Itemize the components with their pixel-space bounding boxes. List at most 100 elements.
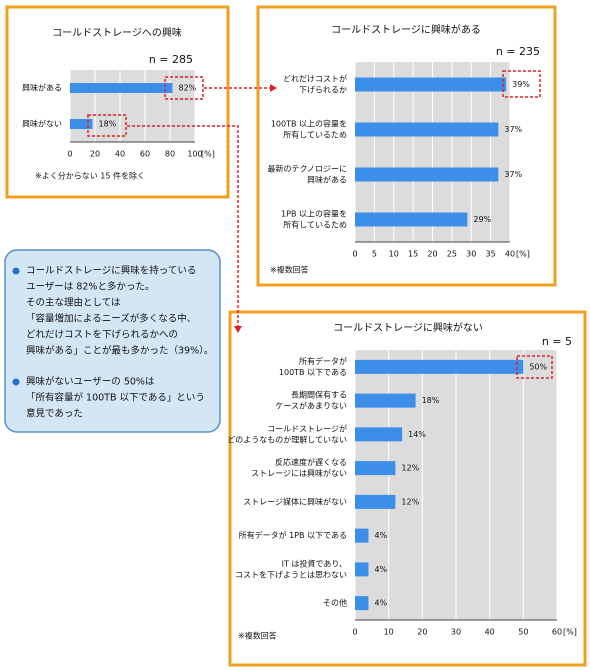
- bar: [355, 528, 369, 543]
- sample-size: n = 5: [542, 335, 572, 348]
- x-tick-label: 60: [552, 628, 562, 637]
- x-tick-label: 50: [518, 628, 528, 637]
- callout-text: 「所有容量が 100TB 以下である」という: [26, 392, 205, 404]
- sample-size: n = 235: [496, 45, 540, 58]
- x-tick-label: 10: [384, 628, 394, 637]
- value-label: 18%: [422, 396, 440, 405]
- chart-title: コールドストレージに興味がある: [331, 23, 481, 36]
- category-label: 興味がある: [307, 175, 347, 185]
- category-label: どれだけコストが: [283, 74, 347, 84]
- value-label: 37%: [504, 170, 522, 179]
- value-label: 12%: [401, 497, 419, 506]
- category-label: 長期間保有する: [291, 390, 347, 400]
- category-label: コールドストレージが: [267, 423, 347, 433]
- x-tick-label: 80: [165, 150, 175, 159]
- category-label: 最新のテクノロジーに: [267, 164, 347, 174]
- bar: [355, 393, 416, 408]
- category-label: 100TB 以下である: [279, 368, 347, 377]
- bar: [70, 119, 93, 129]
- value-label: 39%: [512, 80, 530, 89]
- x-tick-label: 20: [417, 628, 427, 637]
- callout-box: [4, 249, 221, 433]
- x-tick-label: 60: [140, 150, 150, 159]
- x-tick-label: 100: [187, 150, 202, 159]
- x-tick-label: 35: [486, 250, 496, 259]
- bar: [355, 562, 369, 577]
- value-label: 12%: [401, 464, 419, 473]
- bar: [355, 596, 369, 611]
- callout-text: その主な理由としては: [26, 297, 121, 309]
- sample-size: n = 285: [149, 53, 193, 66]
- x-unit: [%]: [516, 250, 530, 259]
- arrow-head: [270, 84, 277, 92]
- category-label: 所有しているため: [283, 130, 347, 140]
- callout-text: どれだけコストを下げられるかへの: [26, 330, 178, 341]
- plot-area: [70, 70, 195, 142]
- arrow-head: [234, 326, 242, 333]
- category-label: 興味がない: [22, 119, 62, 129]
- value-label: 18%: [99, 120, 117, 129]
- bar: [355, 359, 524, 374]
- value-label: 37%: [504, 125, 522, 134]
- footnote: ※よく分からない 15 件を除く: [35, 171, 145, 181]
- footnote: ※複数回答: [270, 265, 309, 275]
- category-label: 所有データが: [299, 356, 347, 366]
- arrow: [127, 125, 239, 326]
- charts: コールドストレージへの興味 n = 285 ※よく分からない 15 件を除く 0 20 4…: [22, 23, 577, 641]
- footnote: ※複数回答: [238, 631, 277, 641]
- category-label: どのようなものか理解していない: [227, 434, 347, 444]
- x-tick-label: 40: [485, 628, 495, 637]
- category-label: ストレージには興味がない: [251, 468, 347, 478]
- highlight-box: [502, 70, 541, 98]
- x-tick-label: 10: [389, 250, 399, 259]
- value-label: 82%: [179, 84, 197, 93]
- category-label: ストレージ媒体に興味がない: [243, 496, 347, 506]
- value-label: 4%: [374, 531, 387, 540]
- value-label: 14%: [408, 430, 426, 439]
- x-unit: [%]: [201, 150, 215, 159]
- bar: [355, 122, 499, 137]
- value-label: 4%: [374, 599, 387, 608]
- value-label: 50%: [529, 362, 547, 371]
- x-tick-label: 25: [447, 250, 457, 259]
- bar: [355, 461, 396, 476]
- category-label: 所有データが 1PB 以下である: [239, 530, 347, 540]
- x-tick-label: 40: [115, 150, 125, 159]
- x-tick-label: 0: [67, 150, 72, 159]
- bar: [355, 494, 396, 509]
- callout-text: 「容量増加によるニーズが多くなる中、: [26, 313, 196, 325]
- x-tick-label: 20: [90, 150, 100, 159]
- chart-title: コールドストレージへの興味: [52, 27, 182, 39]
- category-label: 所有しているため: [283, 220, 347, 230]
- category-label: コストを下げようとは思わない: [235, 570, 347, 579]
- x-tick-label: 20: [427, 250, 437, 259]
- bar: [355, 77, 507, 92]
- callout-text: 興味がないユーザーの 50%は: [26, 376, 155, 388]
- category-label: 反応速度が遅くなる: [275, 457, 347, 467]
- x-tick-label: 30: [466, 250, 476, 259]
- category-label: 100TB 以上の容量を: [271, 119, 347, 129]
- category-label: 興味がある: [22, 83, 62, 93]
- x-tick-label: 30: [451, 628, 461, 637]
- value-label: 4%: [374, 565, 387, 574]
- category-label: ケースがあまりない: [275, 401, 347, 411]
- highlight-box: [516, 355, 553, 379]
- bar: [355, 212, 468, 227]
- x-tick-label: 0: [352, 628, 357, 637]
- category-label: その他: [323, 598, 347, 608]
- bar: [70, 83, 173, 93]
- x-tick-label: 15: [408, 250, 418, 259]
- x-tick-label: 0: [352, 250, 357, 259]
- category-label: IT は投資であり、: [282, 558, 347, 568]
- callout-text: 意見であった: [26, 408, 83, 420]
- highlights: [87, 70, 553, 379]
- chart-title: コールドストレージに興味がない: [333, 321, 483, 334]
- x-tick-label: 40: [505, 250, 515, 259]
- bar: [355, 427, 403, 442]
- callout-text: ユーザーは 82%と多かった。: [26, 281, 154, 293]
- category-label: 1PB 以上の容量を: [281, 209, 347, 219]
- callout-text: コールドストレージに興味を持っている: [26, 265, 196, 277]
- x-tick-label: 5: [372, 250, 377, 259]
- x-unit: [%]: [563, 628, 577, 637]
